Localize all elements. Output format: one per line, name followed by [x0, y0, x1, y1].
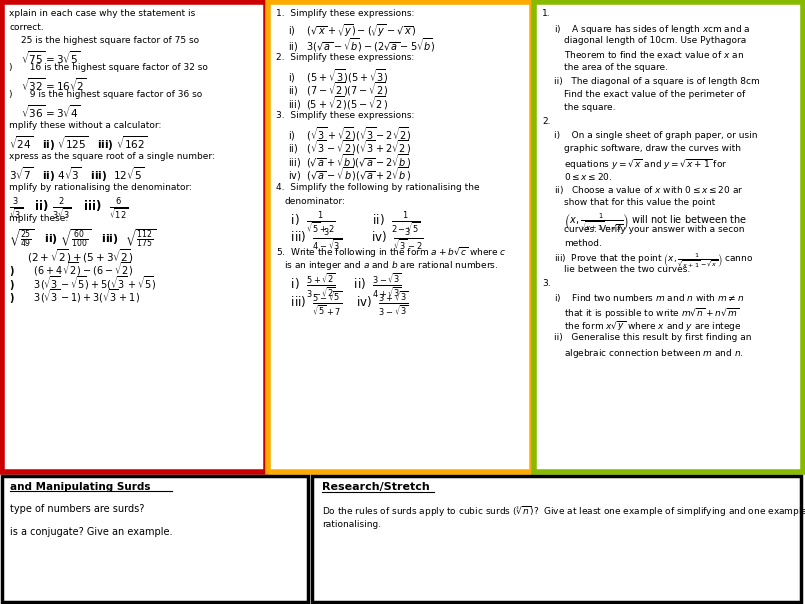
Text: mplify these without a calculator:: mplify these without a calculator:	[9, 121, 161, 130]
Text: iii)  $(5+\sqrt{2})(5-\sqrt{2})$: iii) $(5+\sqrt{2})(5-\sqrt{2})$	[288, 94, 388, 112]
Text: )      9 is the highest square factor of 36 so: ) 9 is the highest square factor of 36 s…	[9, 90, 202, 99]
FancyBboxPatch shape	[312, 476, 801, 602]
Text: i)  $\frac{1}{\sqrt{5}+2}$          ii)  $\frac{1}{2-\sqrt{5}}$: i) $\frac{1}{\sqrt{5}+2}$ ii) $\frac{1}{…	[276, 210, 420, 236]
Text: is an integer and $a$ and $b$ are rational numbers.: is an integer and $a$ and $b$ are ration…	[284, 259, 498, 272]
Text: 5.  Write the following in the form $a+b\sqrt{c}$ where $c$: 5. Write the following in the form $a+b\…	[276, 245, 506, 260]
Text: iii)  $(\sqrt{a}+\sqrt{b})(\sqrt{a}-2\sqrt{b})$: iii) $(\sqrt{a}+\sqrt{b})(\sqrt{a}-2\sqr…	[288, 152, 411, 170]
Text: i)  $\frac{5+\sqrt{2}}{3-\sqrt{2}}$     ii)  $\frac{3-\sqrt{3}}{4+\sqrt{3}}$: i) $\frac{5+\sqrt{2}}{3-\sqrt{2}}$ ii) $…	[276, 272, 402, 300]
Text: the form $x\sqrt{y}$ where $x$ and $y$ are intege: the form $x\sqrt{y}$ where $x$ and $y$ a…	[564, 320, 741, 334]
Text: xpress as the square root of a single number:: xpress as the square root of a single nu…	[9, 152, 215, 161]
Text: that it is possible to write $m\sqrt{n}+n\sqrt{m}$: that it is possible to write $m\sqrt{n}+…	[564, 306, 739, 321]
FancyBboxPatch shape	[534, 2, 803, 472]
Text: ii)   $(7-\sqrt{2})(7-\sqrt{2})$: ii) $(7-\sqrt{2})(7-\sqrt{2})$	[288, 80, 388, 98]
FancyBboxPatch shape	[2, 2, 266, 472]
Text: mplify by rationalising the denominator:: mplify by rationalising the denominator:	[9, 183, 192, 192]
Text: i)    $(\sqrt{x}+\sqrt{y})-(\sqrt{y}-\sqrt{x})$: i) $(\sqrt{x}+\sqrt{y})-(\sqrt{y}-\sqrt{…	[288, 22, 416, 39]
Text: equations $y=\sqrt{x}$ and $y=\sqrt{x+1}$ for: equations $y=\sqrt{x}$ and $y=\sqrt{x+1}…	[564, 158, 728, 172]
Text: method.: method.	[564, 239, 602, 248]
Text: iii)  Prove that the point $\left(x,\frac{1}{\sqrt{x+1}-\sqrt{x}}\right)$ canno: iii) Prove that the point $\left(x,\frac…	[554, 252, 753, 271]
Text: lie between the two curves.: lie between the two curves.	[564, 266, 690, 274]
Text: i)    Find two numbers $m$ and $n$ with $m \neq n$: i) Find two numbers $m$ and $n$ with $m …	[554, 292, 744, 304]
Text: 1.  Simplify these expressions:: 1. Simplify these expressions:	[276, 9, 415, 18]
Text: $(2+\sqrt{2})+(5+3\sqrt{2})$: $(2+\sqrt{2})+(5+3\sqrt{2})$	[27, 247, 134, 265]
Text: i)    A square has sides of length $x$cm and a: i) A square has sides of length $x$cm an…	[554, 22, 750, 36]
Text: i)    $(\sqrt{3}+\sqrt{2})(\sqrt{3}-2\sqrt{2})$: i) $(\sqrt{3}+\sqrt{2})(\sqrt{3}-2\sqrt{…	[288, 125, 411, 143]
Text: Do the rules of surds apply to cubic surds ($\sqrt[3]{n}$)?  Give at least one e: Do the rules of surds apply to cubic sur…	[322, 504, 805, 519]
Text: $\sqrt{24}$   ii) $\sqrt{125}$   iii) $\sqrt{162}$: $\sqrt{24}$ ii) $\sqrt{125}$ iii) $\sqrt…	[9, 135, 147, 153]
Text: ii)   Generalise this result by first finding an: ii) Generalise this result by first find…	[554, 333, 752, 342]
Text: $0 \leq x \leq 20$.: $0 \leq x \leq 20$.	[564, 171, 613, 182]
Text: the area of the square.: the area of the square.	[564, 63, 668, 72]
Text: the square.: the square.	[564, 103, 616, 112]
Text: )      $(6+4\sqrt{2})-(6-\sqrt{2})$: ) $(6+4\sqrt{2})-(6-\sqrt{2})$	[9, 260, 134, 279]
Text: $\left(x,\frac{1}{\sqrt{x+1}-\sqrt{x}}\right)$ will not lie between the: $\left(x,\frac{1}{\sqrt{x+1}-\sqrt{x}}\r…	[564, 211, 747, 233]
Text: Research/Stretch: Research/Stretch	[322, 482, 430, 492]
Text: 3.  Simplify these expressions:: 3. Simplify these expressions:	[276, 112, 415, 121]
Text: mplify these:: mplify these:	[9, 214, 68, 223]
Text: curves. Verify your answer with a secon: curves. Verify your answer with a secon	[564, 225, 745, 234]
FancyBboxPatch shape	[268, 2, 532, 472]
Text: 3.: 3.	[542, 279, 551, 288]
Text: $\sqrt{32} = 16\sqrt{2}$: $\sqrt{32} = 16\sqrt{2}$	[21, 77, 87, 93]
Text: $\sqrt{36} = 3\sqrt{4}$: $\sqrt{36} = 3\sqrt{4}$	[21, 103, 80, 120]
Text: iii)  $\frac{5-\sqrt{5}}{\sqrt{5}+7}$    iv)  $\frac{3+\sqrt{3}}{3-\sqrt{3}}$: iii) $\frac{5-\sqrt{5}}{\sqrt{5}+7}$ iv)…	[276, 289, 408, 318]
Text: ii)   $(\sqrt{3}-\sqrt{2})(\sqrt{3}+2\sqrt{2})$: ii) $(\sqrt{3}-\sqrt{2})(\sqrt{3}+2\sqrt…	[288, 138, 411, 156]
Text: denominator:: denominator:	[284, 196, 345, 205]
Text: ii)   $3(\sqrt{a}-\sqrt{b})-(2\sqrt{a}-5\sqrt{b})$: ii) $3(\sqrt{a}-\sqrt{b})-(2\sqrt{a}-5\s…	[288, 36, 436, 54]
Text: iii)  $\frac{3}{4-\sqrt{3}}$        iv)  $\frac{3}{\sqrt{3}-2}$: iii) $\frac{3}{4-\sqrt{3}}$ iv) $\frac{3…	[276, 228, 423, 253]
Text: 1.: 1.	[542, 9, 551, 18]
Text: Theorem to find the exact value of $x$ an: Theorem to find the exact value of $x$ a…	[564, 50, 744, 60]
Text: )      $3(\sqrt{3}-1)+3(\sqrt{3}+1)$: ) $3(\sqrt{3}-1)+3(\sqrt{3}+1)$	[9, 288, 140, 306]
Text: xplain in each case why the statement is: xplain in each case why the statement is	[9, 9, 196, 18]
Text: show that for this value the point: show that for this value the point	[564, 198, 716, 207]
Text: Find the exact value of the perimeter of: Find the exact value of the perimeter of	[564, 90, 745, 99]
Text: $\frac{3}{\sqrt{3}}$   ii) $\frac{2}{3\sqrt{3}}$   iii)  $\frac{6}{\sqrt{12}}$: $\frac{3}{\sqrt{3}}$ ii) $\frac{2}{3\sqr…	[9, 196, 129, 222]
Text: correct.: correct.	[9, 22, 43, 31]
FancyBboxPatch shape	[2, 476, 308, 602]
Text: 25 is the highest square factor of 75 so: 25 is the highest square factor of 75 so	[21, 36, 199, 45]
Text: )      16 is the highest square factor of 32 so: ) 16 is the highest square factor of 32 …	[9, 63, 208, 72]
Text: i)    On a single sheet of graph paper, or usin: i) On a single sheet of graph paper, or …	[554, 130, 758, 140]
Text: algebraic connection between $m$ and $n$.: algebraic connection between $m$ and $n$…	[564, 347, 744, 359]
Text: iv)  $(\sqrt{a}-\sqrt{b})(\sqrt{a}+2\sqrt{b})$: iv) $(\sqrt{a}-\sqrt{b})(\sqrt{a}+2\sqrt…	[288, 165, 411, 183]
Text: 2.: 2.	[542, 117, 551, 126]
Text: i)    $(5+\sqrt{3})(5+\sqrt{3})$: i) $(5+\sqrt{3})(5+\sqrt{3})$	[288, 67, 389, 85]
Text: )      $3(\sqrt{3}-\sqrt{5})+5(\sqrt{3}+\sqrt{5})$: ) $3(\sqrt{3}-\sqrt{5})+5(\sqrt{3}+\sqrt…	[9, 274, 157, 292]
Text: $\sqrt{\frac{25}{49}}$   ii) $\sqrt{\frac{60}{100}}$   iii)  $\sqrt{\frac{112}{1: $\sqrt{\frac{25}{49}}$ ii) $\sqrt{\frac{…	[9, 228, 156, 249]
Text: $\sqrt{75} = 3\sqrt{5}$: $\sqrt{75} = 3\sqrt{5}$	[21, 50, 80, 66]
Text: $3\sqrt{7}$   ii) $4\sqrt{3}$   iii)  $12\sqrt{5}$: $3\sqrt{7}$ ii) $4\sqrt{3}$ iii) $12\sqr…	[9, 165, 144, 184]
Text: diagonal length of 10cm. Use Pythagora: diagonal length of 10cm. Use Pythagora	[564, 36, 746, 45]
Text: and Manipulating Surds: and Manipulating Surds	[10, 482, 151, 492]
Text: graphic software, draw the curves with: graphic software, draw the curves with	[564, 144, 741, 153]
Text: ii)   Choose a value of $x$ with $0 \leq x \leq 20$ ar: ii) Choose a value of $x$ with $0 \leq x…	[554, 184, 744, 196]
Text: is a conjugate? Give an example.: is a conjugate? Give an example.	[10, 527, 172, 537]
Text: ii)   The diagonal of a square is of length 8cm: ii) The diagonal of a square is of lengt…	[554, 77, 760, 86]
Text: type of numbers are surds?: type of numbers are surds?	[10, 504, 144, 514]
Text: rationalising.: rationalising.	[322, 520, 381, 529]
Text: 2.  Simplify these expressions:: 2. Simplify these expressions:	[276, 54, 415, 62]
Text: 4.  Simplify the following by rationalising the: 4. Simplify the following by rationalisi…	[276, 183, 480, 192]
